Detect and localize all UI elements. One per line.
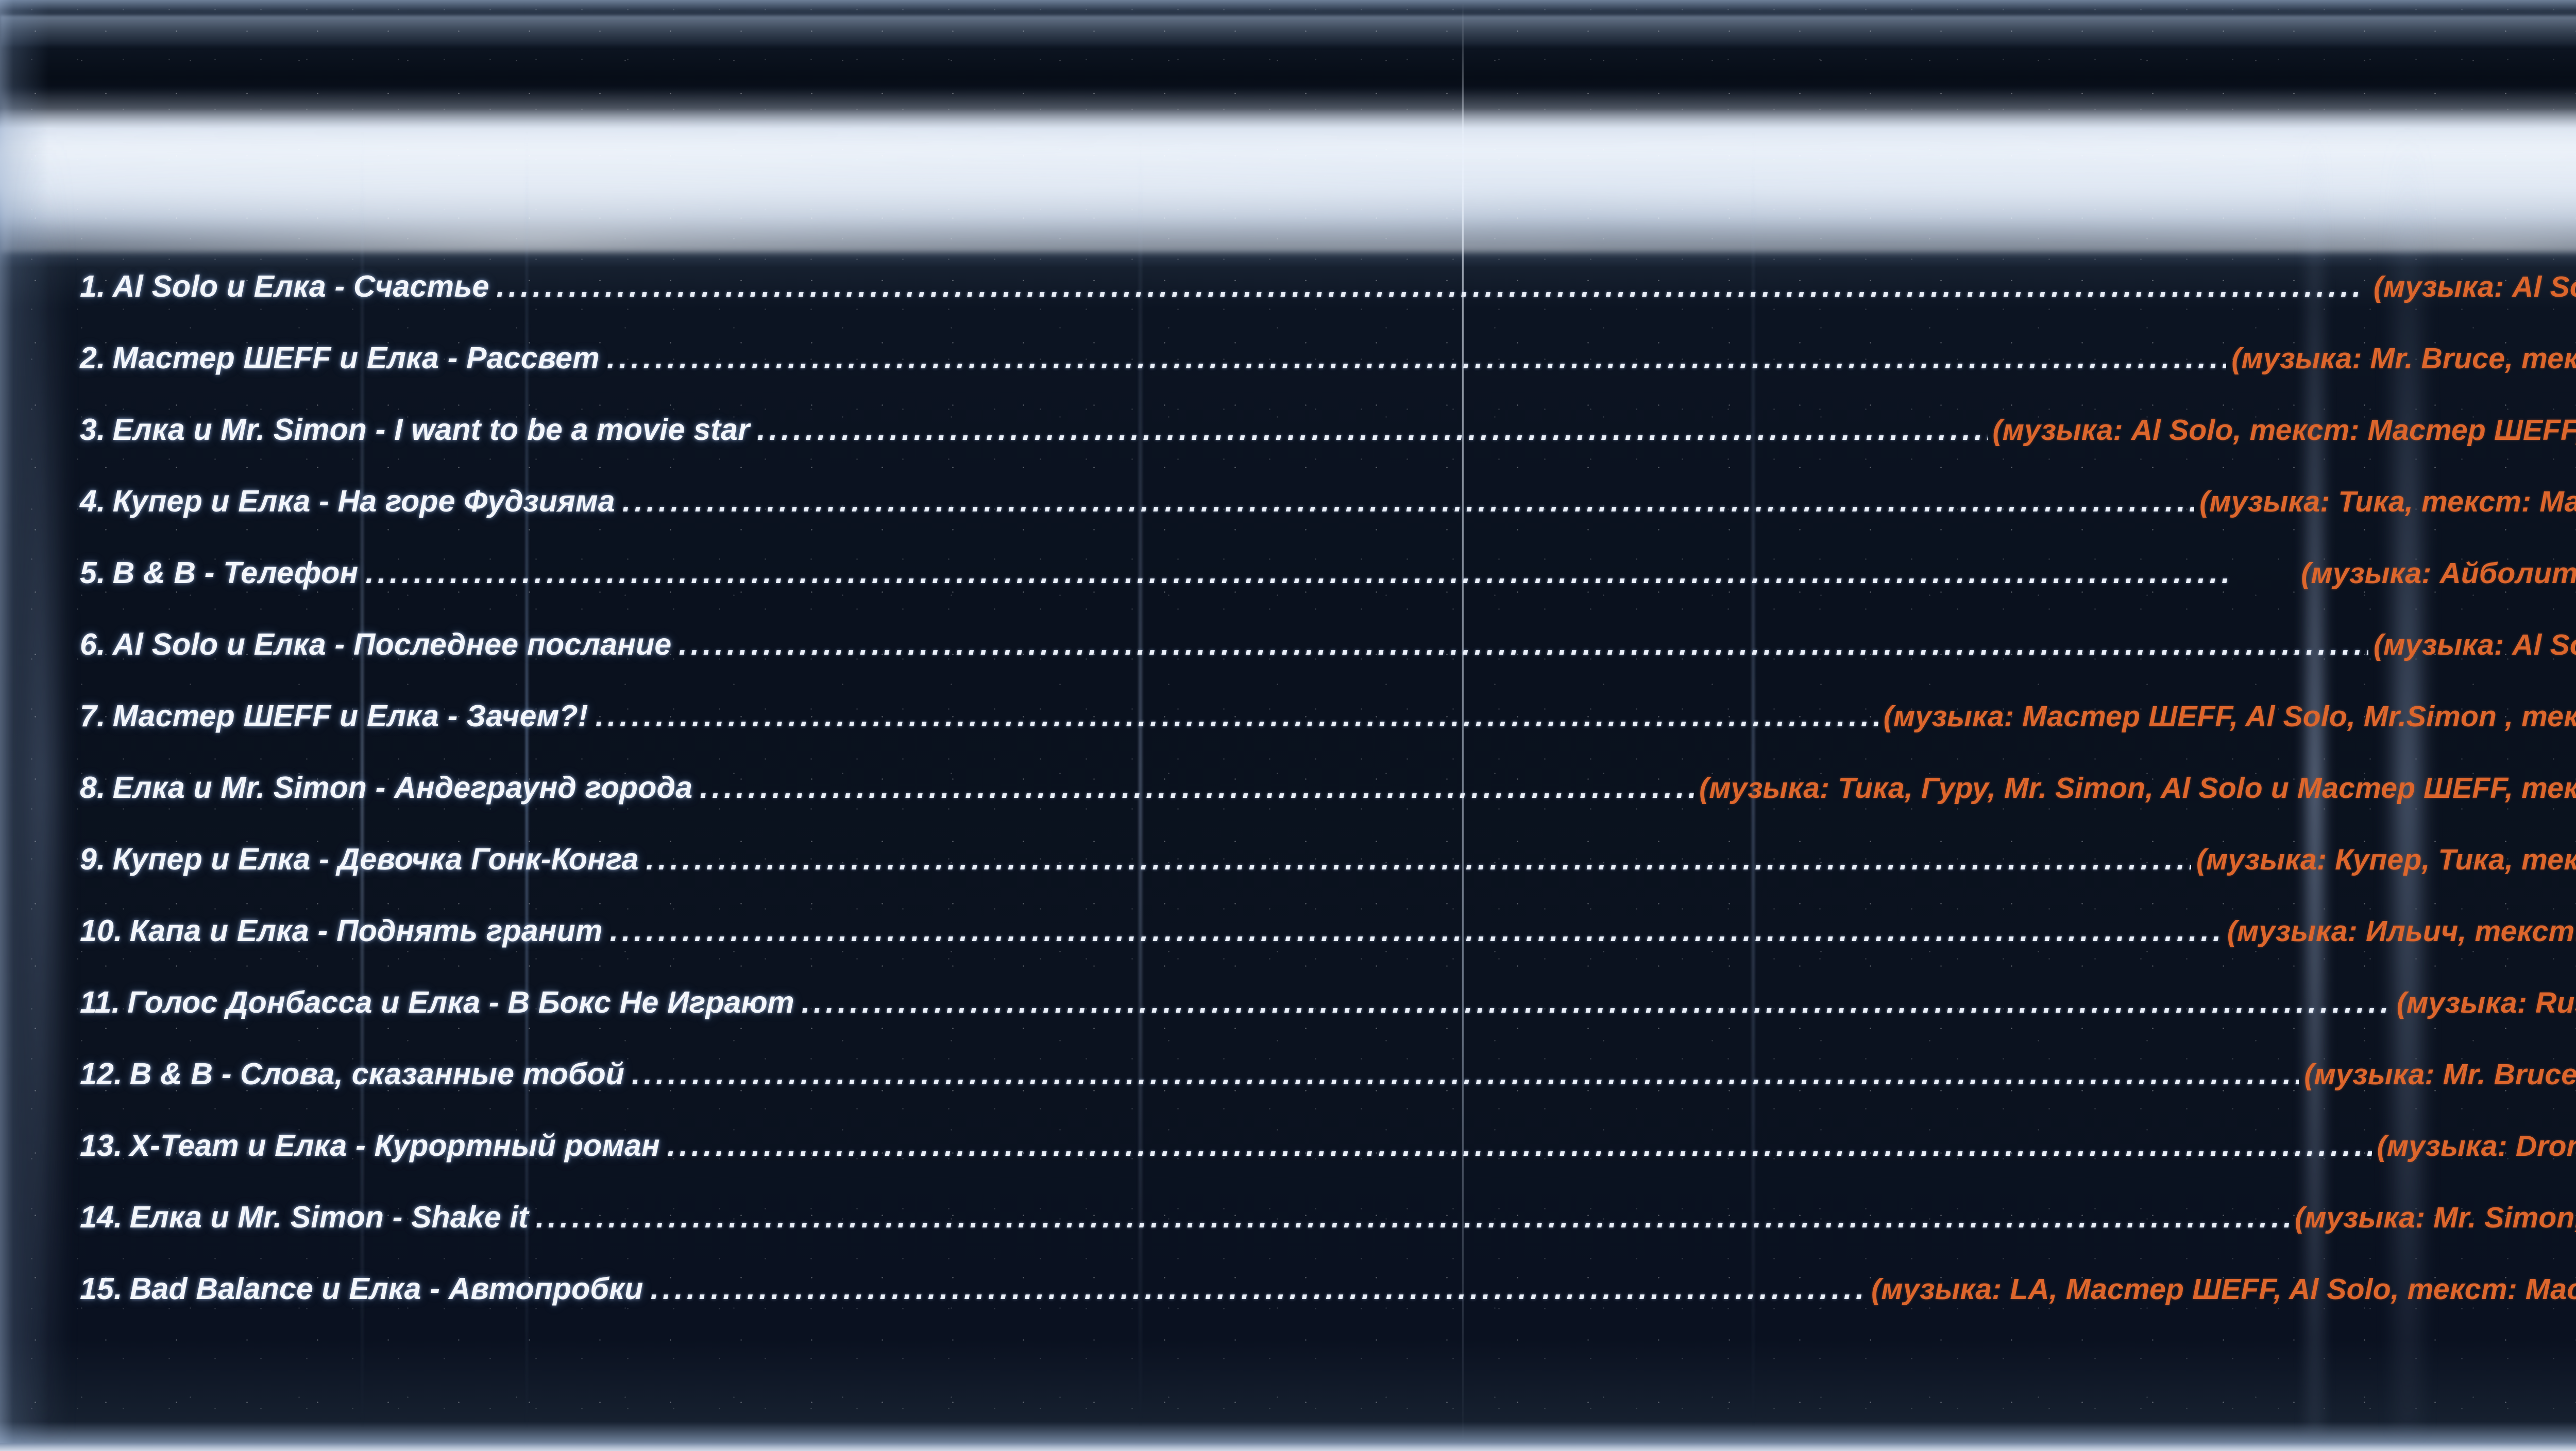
bottom-edge-highlight [0, 1443, 2576, 1451]
track-row: 2. Мастер ШЕFF и Елка - Рассвет (музыка:… [80, 340, 2576, 412]
track-row: 1. Al Solo и Елка - Счастье (музыка: Al … [80, 269, 2576, 340]
track-title: Купер и Елка - На горе Фудзияма [112, 484, 615, 518]
track-credit: (музыка: Ильич, текст: Капа, М. Абрамов) [2227, 915, 2576, 948]
track-row: 13. X-Team и Елка - Курортный роман (муз… [80, 1128, 2576, 1200]
track-title: Bad Balance и Елка - Автопробки [129, 1272, 643, 1306]
track-row: 5. B & B - Телефон (музыка: Айболит, тек… [80, 555, 2576, 627]
track-title: 12. [80, 1057, 123, 1091]
top-dark-band [0, 15, 2576, 46]
track-row: 12. B & B - Слова, сказанные тобой (музы… [80, 1056, 2576, 1128]
track-credit: (музыка: Mr. Bruce, текст: Мастер ШЕFF) [2231, 342, 2576, 375]
dot-leader [536, 1202, 2290, 1233]
track-credit: (музыка: Dronaz, текст: Dronaz) [2377, 1130, 2576, 1163]
track-credit: (музыка: LA, Мастер ШЕFF, Al Solo, текст… [1871, 1273, 2576, 1306]
dot-leader [596, 701, 1878, 731]
track-title: B & B - Слова, сказанные тобой [129, 1057, 625, 1091]
track-title: Купер и Елка - Девочка Гонк-Конга [112, 842, 639, 876]
track-title: B & B - Телефон [112, 556, 359, 590]
track-title: Мастер ШЕFF и Елка - Зачем?! [112, 699, 588, 733]
track-row: 3. Елка и Mr. Simon - I want to be a mov… [80, 412, 2576, 484]
dot-leader [497, 271, 2368, 302]
track-credit: (музыка: Al Solo, текст: Al Solo) [2373, 270, 2576, 303]
dot-leader [757, 415, 1987, 445]
dot-leader [700, 773, 1694, 803]
track-title: 4. [80, 484, 106, 518]
track-title: Al Solo и Елка - Последнее послание [112, 627, 672, 661]
tracklist: 1. Al Solo и Елка - Счастье (музыка: Al … [80, 269, 2576, 1343]
track-row: 4. Купер и Елка - На горе Фудзияма (музы… [80, 484, 2576, 555]
track-title: X-Team и Елка - Курортный роман [129, 1129, 660, 1163]
track-row: 15. Bad Balance и Елка - Автопробки (муз… [80, 1271, 2576, 1343]
track-row: 8. Елка и Mr. Simon - Андеграунд города … [80, 770, 2576, 842]
dot-leader [802, 987, 2392, 1018]
track-title: 11. [80, 985, 121, 1019]
track-row: 6. Al Solo и Елка - Последнее послание (… [80, 627, 2576, 698]
track-title: 8. [80, 771, 106, 805]
track-credit: (музыка: Mr. Bruce, текст: Айболит) [2304, 1058, 2576, 1091]
track-title: Елка и Mr. Simon - Андеграунд города [112, 771, 693, 805]
track-title: 10. [80, 914, 123, 948]
track-credit: (музыка: Купер, Тика, текст: Мастер ШЕFF… [2196, 843, 2576, 876]
track-credit: (музыка: Al Solo, текст: Мастер ШЕFF, Al… [1992, 414, 2576, 447]
track-row: 7. Мастер ШЕFF и Елка - Зачем?! (музыка:… [80, 698, 2576, 770]
track-title: Мастер ШЕFF и Елка - Рассвет [112, 341, 600, 375]
track-title: Al Solo и Елка - Счастье [112, 269, 489, 303]
dot-leader [622, 486, 2194, 517]
track-title: Елка и Mr. Simon - Shake it [129, 1200, 529, 1234]
track-credit: (музыка: Тика, Гуру, Mr. Simon, Al Solo … [1699, 772, 2576, 805]
track-title: Капа и Елка - Поднять гранит [129, 914, 603, 948]
track-credit: (музыка: Mr. Simon, текст: Mr. Simon) [2295, 1201, 2576, 1234]
track-title: 5. [80, 556, 106, 590]
track-title: 13. [80, 1129, 123, 1163]
dot-leader [646, 844, 2191, 875]
dot-leader [667, 1131, 2372, 1161]
track-credit: (музыка: Al Solo, текст: Al Solo) [2373, 628, 2576, 661]
track-credit: (музыка: Rush#1, текст: Режа) [2396, 986, 2576, 1019]
track-row: 10. Капа и Елка - Поднять гранит (музыка… [80, 913, 2576, 985]
dot-leader [632, 1059, 2299, 1089]
dot-leader [607, 343, 2227, 373]
track-row: 9. Купер и Елка - Девочка Гонк-Конга (му… [80, 842, 2576, 913]
track-credit: (музыка: Мастер ШЕFF, Al Solo, Mr.Simon … [1883, 700, 2576, 733]
track-title: 14. [80, 1200, 123, 1234]
dot-leader [365, 558, 2296, 588]
track-title: 6. [80, 627, 106, 661]
dot-leader [679, 629, 2368, 660]
dot-leader [610, 916, 2222, 946]
track-title: 7. [80, 699, 106, 733]
track-credit: (музыка: Айболит, текст: Айболит) [2301, 557, 2576, 590]
track-title: 9. [80, 842, 106, 876]
track-row: 11. Голос Донбасса и Елка - В Бокс Не Иг… [80, 985, 2576, 1056]
track-title: 1. [80, 269, 106, 303]
track-title: 15. [80, 1272, 123, 1306]
track-title: 2. [80, 341, 106, 375]
track-title: 3. [80, 413, 106, 447]
track-title: Елка и Mr. Simon - I want to be a movie … [112, 413, 750, 447]
track-credit: (музыка: Тика, текст: Мастер ШЕFF, Купер… [2199, 485, 2576, 518]
track-row: 14. Елка и Mr. Simon - Shake it (музыка:… [80, 1200, 2576, 1271]
dot-leader [651, 1274, 1867, 1304]
track-title: Голос Донбасса и Елка - В Бокс Не Играют [127, 985, 794, 1019]
